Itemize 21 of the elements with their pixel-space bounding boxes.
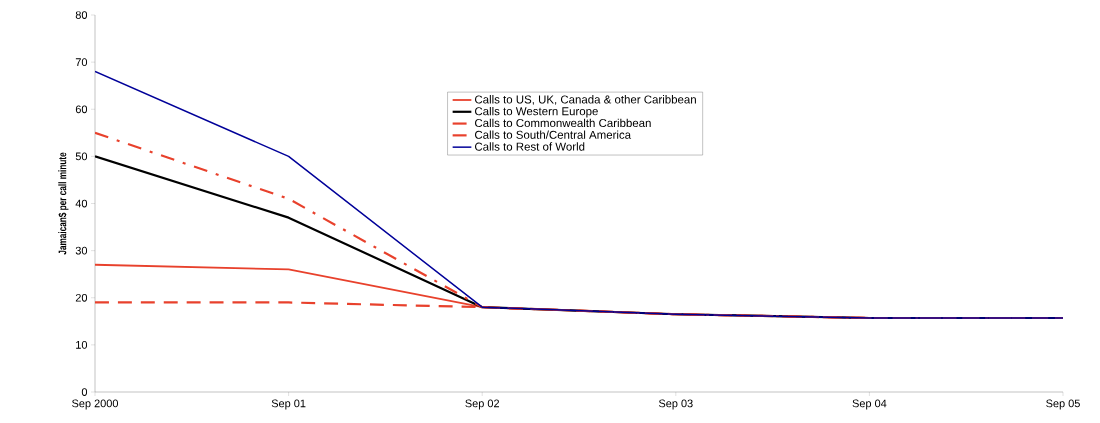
y-tick-label: 80 [75,11,88,19]
legend-label: Calls to US, UK, Canada & other Caribbean [475,95,696,105]
y-tick-label: 50 [75,152,88,161]
y-tick-label: 10 [76,341,88,349]
legend-label: Calls to South/Central America [475,130,632,139]
x-tick-label: Sep 01 [271,399,306,410]
y-tick-label: 60 [75,105,88,114]
y-tick-label: 70 [75,58,88,67]
y-tick-label: 40 [75,199,88,208]
x-tick-label: Sep 02 [465,399,500,410]
legend-label: Calls to Commonwealth Caribbean [475,118,651,128]
y-axis-title: Jamaican$ per call minute [58,152,69,255]
legend-label: Calls to Western Europe [475,106,598,118]
x-tick-label: Sep 2000 [72,399,119,410]
y-tick-label: 30 [75,246,88,255]
y-tick-label: 20 [75,293,88,302]
legend-label: Calls to Rest of World [475,142,585,151]
y-tick-label: 0 [81,388,88,396]
x-tick-label: Sep 04 [852,399,887,410]
x-tick-label: Sep 05 [1046,399,1080,410]
x-tick-label: Sep 03 [658,399,693,410]
